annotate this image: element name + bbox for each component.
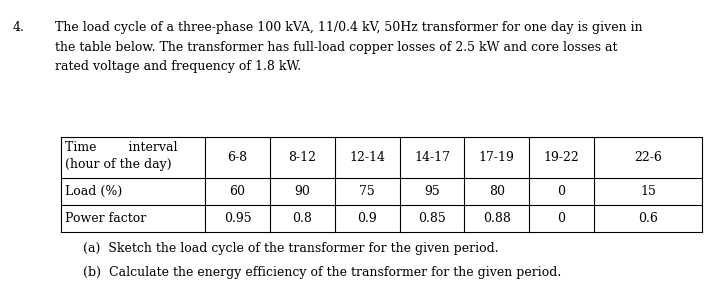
Text: 0.88: 0.88 <box>483 212 510 225</box>
Text: 0.8: 0.8 <box>292 212 312 225</box>
Text: 0.6: 0.6 <box>638 212 658 225</box>
Text: Power factor: Power factor <box>65 212 146 225</box>
Text: the table below. The transformer has full-load copper losses of 2.5 kW and core : the table below. The transformer has ful… <box>55 41 618 54</box>
Text: 12-14: 12-14 <box>349 151 385 164</box>
Text: 15: 15 <box>640 185 656 198</box>
Text: 0.95: 0.95 <box>224 212 251 225</box>
Text: rated voltage and frequency of 1.8 kW.: rated voltage and frequency of 1.8 kW. <box>55 60 302 73</box>
Text: 8-12: 8-12 <box>289 151 316 164</box>
Text: (a)  Sketch the load cycle of the transformer for the given period.: (a) Sketch the load cycle of the transfo… <box>83 242 498 255</box>
Text: Time        interval: Time interval <box>65 141 177 154</box>
Text: (hour of the day): (hour of the day) <box>65 158 171 171</box>
Text: 90: 90 <box>294 185 310 198</box>
Text: 0: 0 <box>557 212 566 225</box>
Text: 17-19: 17-19 <box>479 151 515 164</box>
Text: 0: 0 <box>557 185 566 198</box>
Text: 80: 80 <box>489 185 505 198</box>
Text: 0.9: 0.9 <box>357 212 377 225</box>
Text: 22-6: 22-6 <box>634 151 662 164</box>
Text: 75: 75 <box>359 185 375 198</box>
Text: (b)  Calculate the energy efficiency of the transformer for the given period.: (b) Calculate the energy efficiency of t… <box>83 266 561 279</box>
Text: The load cycle of a three-phase 100 kVA, 11/0.4 kV, 50Hz transformer for one day: The load cycle of a three-phase 100 kVA,… <box>55 21 643 34</box>
Text: 95: 95 <box>424 185 440 198</box>
Text: 60: 60 <box>230 185 246 198</box>
Text: 19-22: 19-22 <box>544 151 580 164</box>
Text: 14-17: 14-17 <box>414 151 450 164</box>
Text: Load (%): Load (%) <box>65 185 122 198</box>
Text: 6-8: 6-8 <box>228 151 248 164</box>
Text: 4.: 4. <box>13 21 24 34</box>
Text: 0.85: 0.85 <box>418 212 446 225</box>
